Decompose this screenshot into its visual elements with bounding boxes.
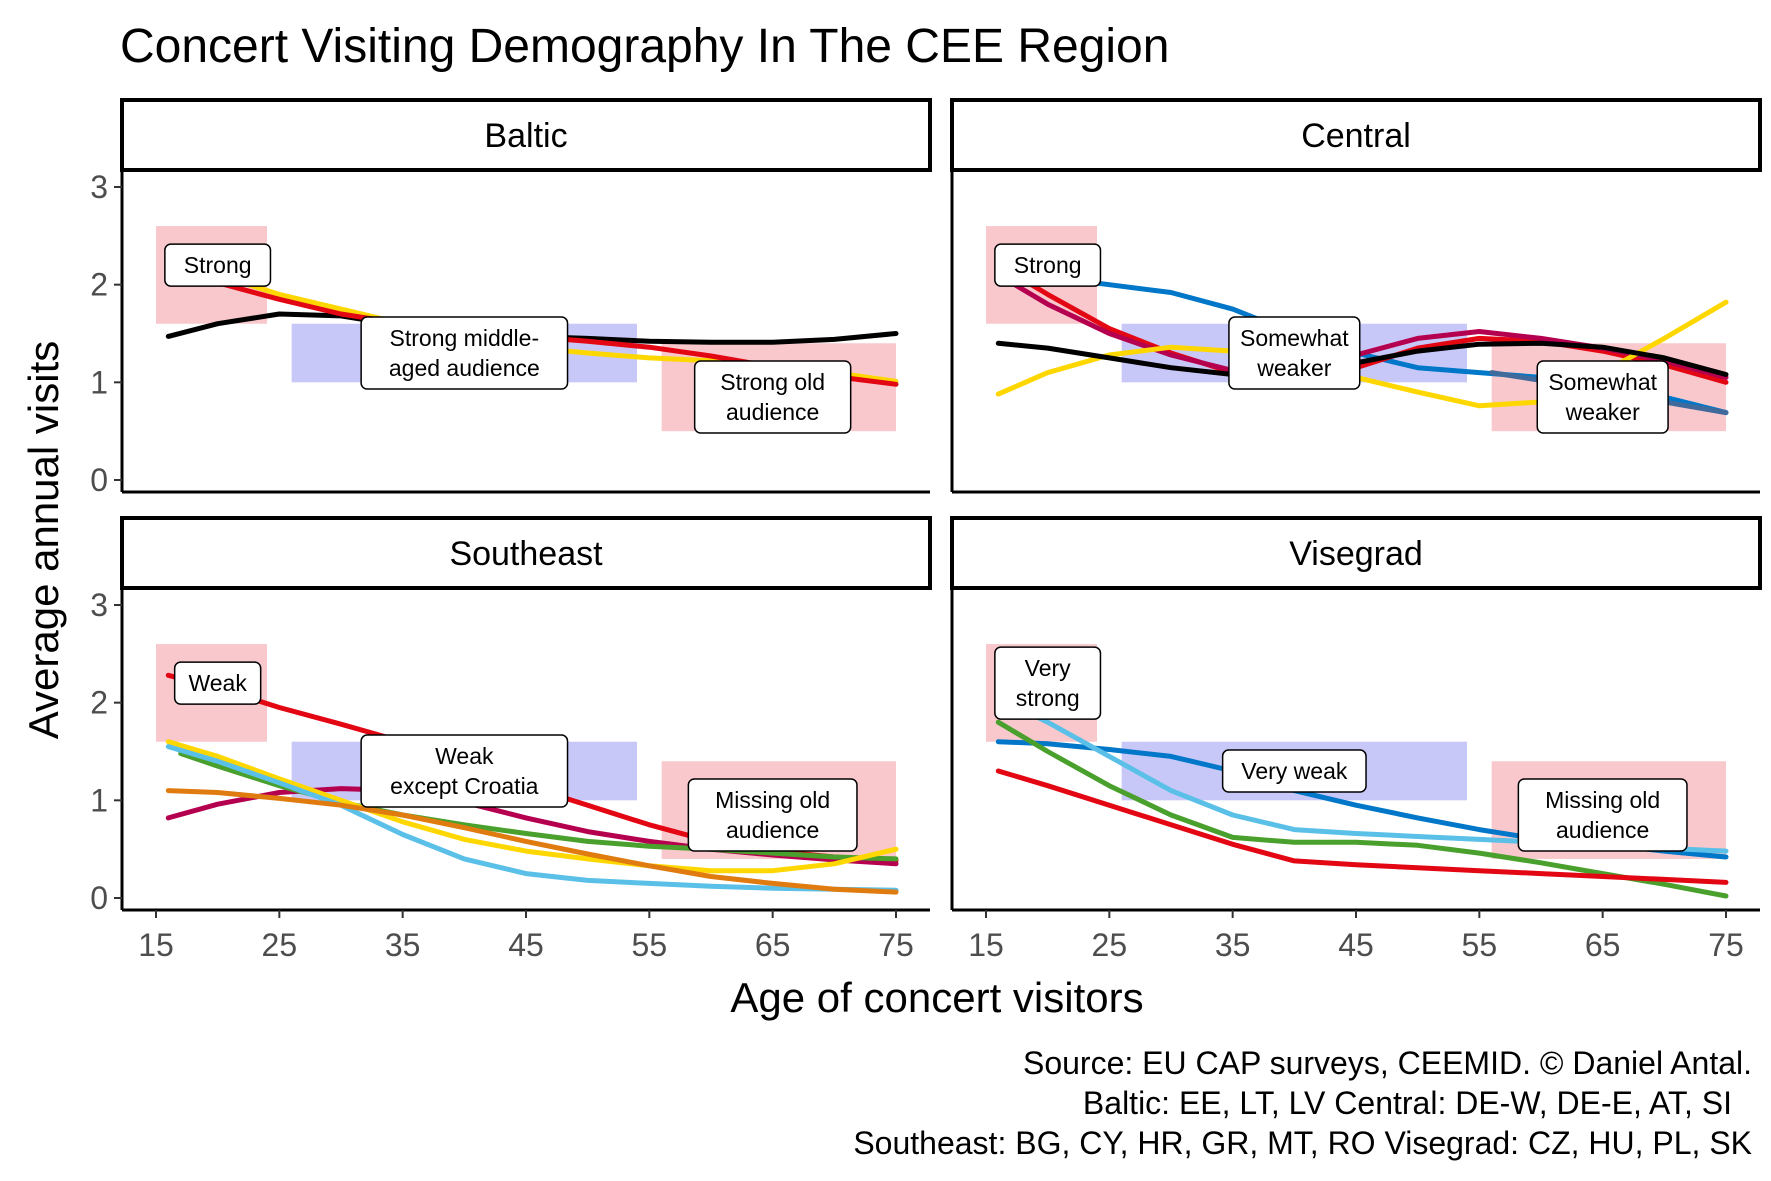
y-tick-label: 3 xyxy=(90,169,108,205)
annotation-box xyxy=(1536,360,1669,434)
x-axis-title: Age of concert visitors xyxy=(730,974,1143,1021)
annotation-box xyxy=(1517,778,1688,852)
y-tick-label: 0 xyxy=(90,462,108,498)
strip-label: Visegrad xyxy=(1289,535,1423,573)
y-axis-title: Average annual visits xyxy=(20,341,67,739)
annotation-text: Missing old xyxy=(715,787,830,813)
strip-box xyxy=(950,516,1762,590)
strip-box xyxy=(120,516,932,590)
x-tick-label: 55 xyxy=(632,927,668,963)
series-line xyxy=(995,768,1729,885)
series-line xyxy=(995,719,1729,899)
annotation-box xyxy=(994,243,1102,287)
annotation-text: Weak xyxy=(435,743,494,769)
annotation-text: audience xyxy=(726,399,819,425)
annotation-text: Very xyxy=(1025,655,1072,681)
series-line xyxy=(165,744,899,893)
annotation-text: Strong old xyxy=(720,369,825,395)
annotation-text: audience xyxy=(726,817,819,843)
facet-panel-1: Central Strong Somewhat weaker Somewhat weake… xyxy=(950,98,1762,494)
x-tick-label: 15 xyxy=(968,927,1004,963)
annotation-text: except Croatia xyxy=(390,773,539,799)
annotation-box xyxy=(1228,316,1361,390)
series-line xyxy=(165,739,899,874)
y-tick-label: 0 xyxy=(90,880,108,916)
chart-title: Concert Visiting Demography In The CEE R… xyxy=(120,20,1169,73)
x-tick-label: 15 xyxy=(138,927,174,963)
x-tick-label: 75 xyxy=(878,927,914,963)
annotation-text: Somewhat xyxy=(1548,369,1657,395)
x-tick-label: 45 xyxy=(1338,927,1374,963)
annotation-box xyxy=(360,734,569,808)
facet-panel-3: Visegrad Very strong Very weak Missing old au… xyxy=(950,516,1762,963)
y-tick-label: 2 xyxy=(90,685,108,721)
x-tick-label: 25 xyxy=(1092,927,1128,963)
caption-source: Source: EU CAP surveys, CEEMID. © Daniel… xyxy=(1023,1045,1752,1081)
series-line xyxy=(178,751,899,862)
annotation-text: audience xyxy=(1556,817,1649,843)
annotation-text: Strong xyxy=(184,252,252,278)
strip-box xyxy=(120,98,932,172)
series-line xyxy=(165,788,899,895)
annotation-text: Somewhat xyxy=(1240,325,1349,351)
annotation-box xyxy=(687,778,858,852)
facet-panel-0: Baltic Strong Strong middle-aged audience S… xyxy=(90,98,932,498)
x-tick-label: 35 xyxy=(1215,927,1251,963)
annotation-box xyxy=(164,243,272,287)
annotation-text: Missing old xyxy=(1545,787,1660,813)
annotation-box xyxy=(173,661,262,705)
annotation-text: Very weak xyxy=(1241,758,1348,784)
annotation-text: Strong middle- xyxy=(390,325,540,351)
x-tick-label: 25 xyxy=(262,927,298,963)
annotation-text: strong xyxy=(1016,685,1080,711)
strip-label: Central xyxy=(1301,117,1411,155)
caption-regions-1: Baltic: EE, LT, LV Central: DE-W, DE-E, … xyxy=(1083,1085,1732,1121)
strip-label: Southeast xyxy=(449,535,603,573)
y-tick-label: 2 xyxy=(90,267,108,303)
facet-panels: Baltic Strong Strong middle-aged audience S… xyxy=(90,98,1762,963)
x-tick-label: 65 xyxy=(1585,927,1621,963)
annotation-text: aged audience xyxy=(389,355,540,381)
annotation-box xyxy=(360,316,569,390)
strip-box xyxy=(950,98,1762,172)
x-tick-label: 55 xyxy=(1462,927,1498,963)
facet-panel-2: Southeast Weak Weak except Croatia Missing o… xyxy=(90,516,932,963)
y-tick-label: 1 xyxy=(90,782,108,818)
annotation-text: weaker xyxy=(1256,355,1331,381)
annotation-box xyxy=(994,646,1102,720)
annotation-text: Strong xyxy=(1014,252,1082,278)
x-tick-label: 45 xyxy=(508,927,544,963)
x-tick-label: 65 xyxy=(755,927,791,963)
y-tick-label: 3 xyxy=(90,587,108,623)
y-tick-label: 1 xyxy=(90,364,108,400)
annotation-box xyxy=(1221,749,1367,793)
caption-regions-2: Southeast: BG, CY, HR, GR, MT, RO Visegr… xyxy=(853,1125,1752,1161)
x-tick-label: 75 xyxy=(1708,927,1744,963)
annotation-box xyxy=(693,360,852,434)
strip-label: Baltic xyxy=(484,117,567,155)
x-tick-label: 35 xyxy=(385,927,421,963)
annotation-text: weaker xyxy=(1565,399,1640,425)
annotation-text: Weak xyxy=(188,670,247,696)
